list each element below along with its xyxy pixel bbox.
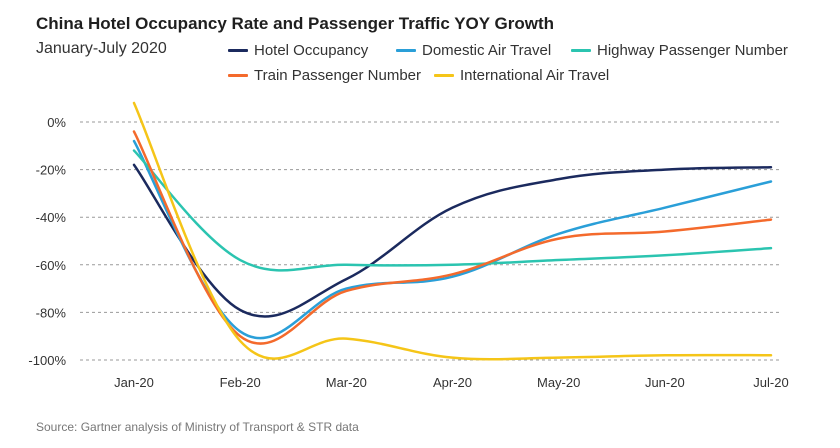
y-tick-label: -40% (36, 210, 67, 225)
y-tick-label: -60% (36, 258, 67, 273)
series-line-train-passenger-number (132, 130, 773, 345)
legend-swatch (571, 49, 591, 52)
legend-swatch (434, 74, 454, 77)
series-line-highway-passenger-number (132, 149, 773, 272)
legend-item-train-passenger-number: Train Passenger Number (228, 67, 421, 84)
x-tick-label: Jul-20 (753, 375, 788, 390)
legend-label: International Air Travel (460, 67, 610, 84)
chart-title: China Hotel Occupancy Rate and Passenger… (36, 14, 555, 33)
legend-swatch (228, 74, 248, 77)
legend-label: Train Passenger Number (254, 67, 422, 84)
legend-item-hotel-occupancy: Hotel Occupancy (228, 42, 368, 59)
x-tick-label: Apr-20 (433, 375, 472, 390)
x-tick-label: May-20 (537, 375, 580, 390)
x-tick-label: Jan-20 (114, 375, 154, 390)
source-note: Source: Gartner analysis of Ministry of … (36, 420, 359, 434)
x-tick-label: Feb-20 (220, 375, 261, 390)
legend-item-domestic-air-travel: Domestic Air Travel (396, 42, 551, 59)
series-line-domestic-air-travel (132, 139, 773, 340)
legend-label: Domestic Air Travel (422, 42, 552, 59)
x-tick-label: Mar-20 (326, 375, 367, 390)
legend-item-international-air-travel: International Air Travel (434, 67, 609, 84)
legend-swatch (228, 49, 248, 52)
series-line-international-air-travel (132, 101, 773, 361)
chart-subtitle: January-July 2020 (36, 40, 167, 57)
legend-item-highway-passenger-number: Highway Passenger Number (571, 42, 788, 59)
legend-label: Hotel Occupancy (254, 42, 369, 59)
x-tick-label: Jun-20 (645, 375, 685, 390)
y-tick-label: -80% (36, 305, 67, 320)
y-tick-label: 0% (47, 115, 66, 130)
series-line-hotel-occupancy (132, 163, 773, 318)
y-tick-label: -100% (28, 353, 66, 368)
legend-swatch (396, 49, 416, 52)
y-tick-label: -20% (36, 163, 67, 178)
legend-label: Highway Passenger Number (597, 42, 788, 59)
